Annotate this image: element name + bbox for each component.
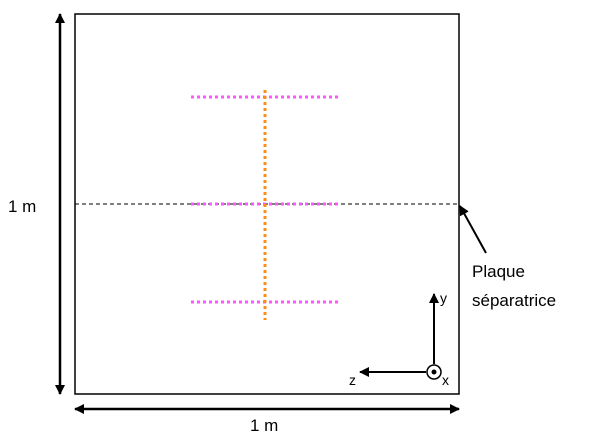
x-axis-dot-icon [431,369,437,375]
callout-label-line2: séparatrice [472,291,556,310]
z-axis-label: z [349,372,356,388]
callout-label-line1: Plaque [472,262,525,281]
separator-callout-arrow [459,205,487,254]
x-axis-label: x [442,372,449,388]
width-dimension-label: 1 m [250,416,278,433]
y-axis-label: y [440,290,447,306]
height-dimension-label: 1 m [8,197,36,216]
